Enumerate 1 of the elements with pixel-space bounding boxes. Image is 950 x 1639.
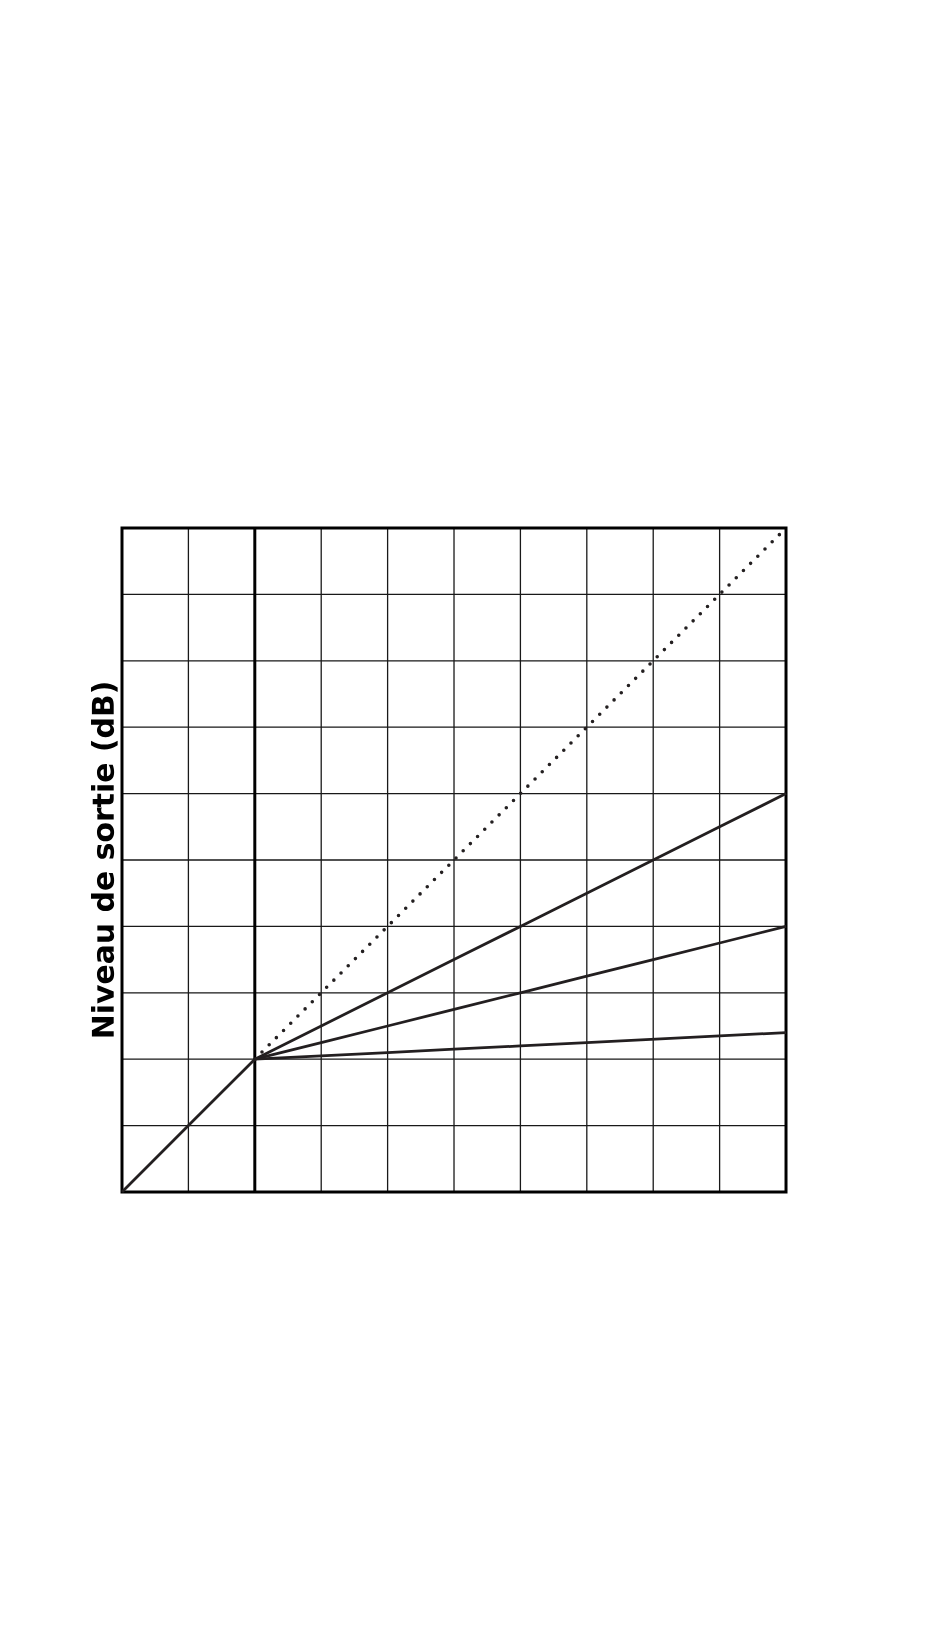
y-axis-title: Niveau de sortie (dB) xyxy=(91,683,118,1037)
